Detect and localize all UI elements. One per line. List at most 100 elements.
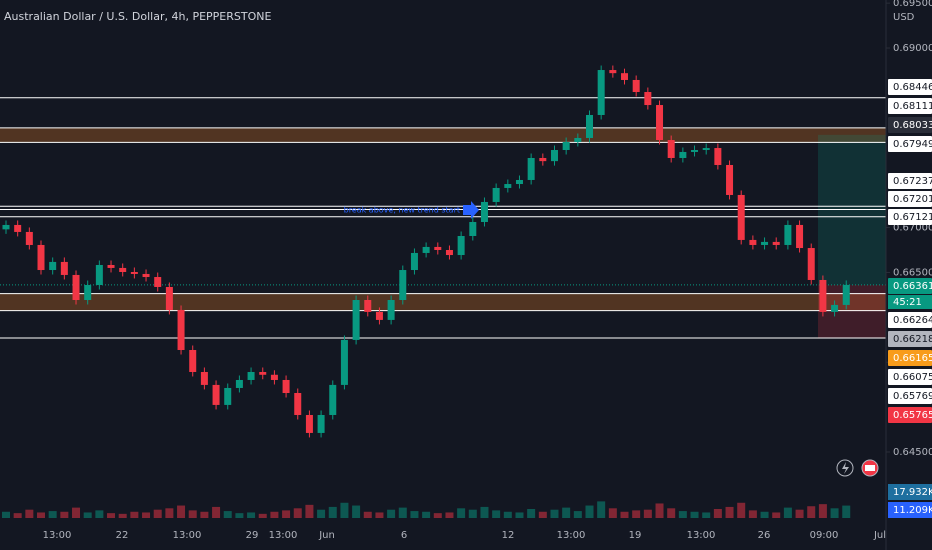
volume-bar bbox=[48, 511, 57, 518]
volume-bar bbox=[713, 509, 722, 518]
candle-body bbox=[25, 231, 33, 245]
countdown: 45:21 bbox=[893, 297, 922, 308]
price-label-bg bbox=[888, 191, 932, 207]
volume-bar bbox=[258, 513, 267, 518]
candle-body bbox=[107, 264, 115, 268]
volume-bar bbox=[398, 507, 407, 518]
volume-bar bbox=[748, 510, 757, 518]
x-tick-label: 6 bbox=[401, 530, 407, 541]
volume-bar bbox=[550, 509, 559, 518]
candle-body bbox=[37, 244, 45, 271]
candle-body bbox=[200, 371, 208, 385]
y-tick-label: 0.64500 bbox=[893, 447, 932, 458]
volume-bar bbox=[702, 512, 711, 518]
volume-bar bbox=[632, 510, 641, 518]
candle-body bbox=[574, 137, 582, 143]
x-tick-label: 29 bbox=[246, 530, 259, 541]
price-label: 0.68033 bbox=[893, 120, 932, 131]
candle-body bbox=[189, 350, 197, 372]
stop-box bbox=[818, 284, 886, 339]
y-tick-label: 0.69500 bbox=[893, 0, 932, 9]
candle-body bbox=[235, 379, 243, 388]
volume-bar bbox=[620, 511, 629, 518]
y-tick-label: 0.66500 bbox=[893, 267, 932, 278]
price-label-bg bbox=[888, 79, 932, 95]
volume-label-bg bbox=[888, 484, 932, 500]
zone bbox=[0, 293, 886, 311]
volume-bar bbox=[492, 510, 501, 518]
volume-bar bbox=[807, 506, 816, 518]
volume-bar bbox=[527, 509, 536, 518]
volume-bar bbox=[188, 510, 197, 518]
price-label: 0.66165 bbox=[893, 353, 932, 364]
x-tick-label: Jul bbox=[873, 530, 886, 541]
price-label-bg bbox=[888, 331, 932, 347]
candle-body bbox=[142, 273, 150, 278]
candle-body bbox=[60, 261, 68, 275]
candle-body bbox=[422, 246, 430, 253]
x-tick-label: 12 bbox=[502, 530, 515, 541]
candle-body bbox=[317, 414, 325, 433]
candle-body bbox=[2, 224, 10, 230]
price-label: 0.67121 bbox=[893, 212, 932, 223]
volume-bar bbox=[177, 505, 186, 518]
volume-bar bbox=[585, 505, 594, 518]
candle-body bbox=[212, 384, 220, 405]
candle-body bbox=[539, 157, 547, 162]
candle-body bbox=[469, 221, 477, 236]
volume-bar bbox=[655, 503, 664, 518]
volume-bar bbox=[772, 512, 781, 518]
currency: USD bbox=[893, 12, 915, 23]
alert-icon[interactable] bbox=[836, 459, 854, 477]
candle-body bbox=[364, 300, 372, 312]
candle-body bbox=[165, 286, 173, 310]
price-label-bg bbox=[888, 98, 932, 114]
candle-body bbox=[784, 224, 792, 245]
candle-body bbox=[72, 274, 80, 300]
volume-bar bbox=[410, 511, 419, 518]
chart-title: Australian Dollar / U.S. Dollar, 4h, PEP… bbox=[4, 10, 271, 23]
price-label-bg bbox=[888, 173, 932, 189]
volume-bar bbox=[737, 502, 746, 518]
price-label: 0.68111 bbox=[893, 101, 932, 112]
price-label: 0.67201 bbox=[893, 194, 932, 205]
volume-bar bbox=[830, 508, 839, 518]
price-label: 0.67949 bbox=[893, 139, 932, 150]
volume-bar bbox=[363, 511, 372, 518]
price-label: 0.66218 bbox=[893, 334, 932, 345]
volume-bar bbox=[118, 513, 127, 518]
candle-body bbox=[329, 384, 337, 415]
volume-bar bbox=[667, 508, 676, 518]
candle-body bbox=[515, 179, 523, 185]
candle-body bbox=[294, 392, 302, 415]
candle-body bbox=[84, 285, 92, 300]
x-tick-label: 09:00 bbox=[810, 530, 839, 541]
candle-body bbox=[457, 235, 465, 256]
volume-bar bbox=[130, 511, 139, 518]
candle-body bbox=[177, 309, 185, 350]
volume-bar bbox=[690, 511, 699, 518]
price-label: 0.66361 bbox=[893, 281, 932, 292]
volume-bar bbox=[25, 509, 34, 518]
zone bbox=[0, 127, 886, 143]
candle-body bbox=[632, 79, 640, 93]
candle-body bbox=[749, 239, 757, 245]
candle-body bbox=[609, 70, 617, 74]
candle-body bbox=[714, 148, 722, 165]
candle-body bbox=[831, 304, 839, 312]
candle-body bbox=[679, 151, 687, 158]
price-label-bg bbox=[888, 388, 932, 404]
candle-body bbox=[621, 73, 629, 80]
candle-body bbox=[130, 271, 138, 274]
candle-body bbox=[807, 248, 815, 280]
volume-bar bbox=[468, 509, 477, 518]
volume-bar bbox=[235, 513, 244, 518]
candle-body bbox=[259, 371, 267, 375]
volume-bar bbox=[13, 513, 22, 518]
candle-body bbox=[410, 252, 418, 271]
volume-bar bbox=[480, 506, 489, 518]
volume-bar bbox=[422, 511, 431, 518]
annotation: break above, new trend start bbox=[344, 206, 460, 215]
volume-bar bbox=[60, 511, 69, 518]
